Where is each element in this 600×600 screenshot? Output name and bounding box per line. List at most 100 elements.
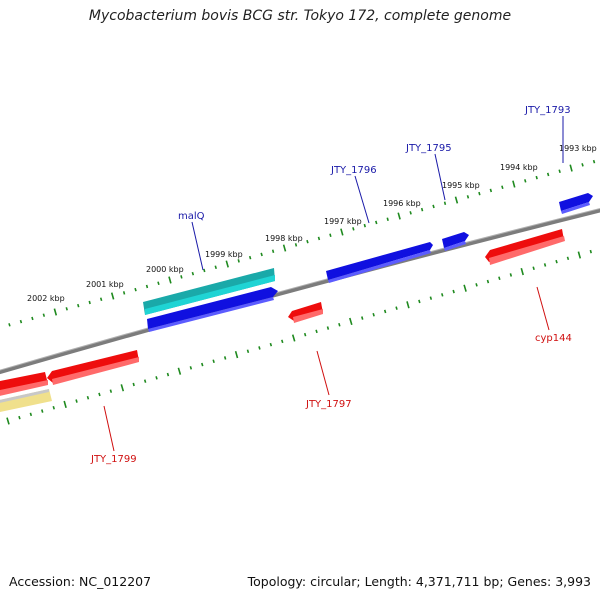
minor-tick [361,316,364,320]
major-tick [63,400,67,409]
minor-tick [420,207,424,212]
minor-tick [338,322,341,327]
major-tick [177,367,182,375]
genome-backbone [0,208,600,375]
minor-tick [180,275,183,279]
major-tick [454,196,459,204]
minor-tick [489,188,493,193]
major-tick [569,164,573,172]
minor-tick [352,227,355,231]
minor-tick [592,159,596,164]
minor-tick [203,268,206,273]
minor-tick [260,252,263,257]
minor-tick [271,249,275,253]
minor-tick [418,299,421,304]
minor-tick [281,339,284,344]
minor-tick [524,179,527,183]
minor-tick [546,172,550,177]
gene-jty-1795[interactable] [442,232,469,248]
kbp-label: 2001 kbp [86,280,124,289]
outer-tick-track [8,159,596,327]
minor-tick [294,243,298,247]
minor-tick [65,307,68,311]
major-tick [520,267,524,276]
minor-tick [475,283,478,287]
minor-tick [443,201,447,205]
minor-tick [155,376,158,380]
gene-label-malq: malQ [178,211,205,222]
minor-tick [223,356,227,360]
accession-text: Accession: NC_012207 [9,574,152,589]
reverse-genes [0,229,565,396]
minor-tick [237,259,240,263]
minor-tick [143,379,147,383]
minor-tick [375,220,378,225]
minor-tick [478,191,481,196]
major-tick [340,228,344,236]
kbp-label: 1998 kbp [265,234,303,243]
major-tick [291,334,296,342]
minor-tick [486,279,490,284]
minor-tick [258,346,261,350]
gene-jty-1793[interactable] [559,193,593,211]
major-tick [512,180,516,188]
gene-jty-1796[interactable] [326,242,433,280]
minor-tick [88,300,91,305]
minor-tick [501,185,504,190]
minor-tick [581,163,584,167]
label-leaders [103,116,564,452]
minor-tick [555,259,558,264]
minor-tick [41,409,44,413]
minor-tick [248,255,252,260]
genome-stats-text: Topology: circular; Length: 4,371,711 bp… [247,574,591,589]
minor-tick [52,405,55,410]
major-tick [463,284,467,292]
minor-tick [509,273,513,277]
kbp-label: 2002 kbp [27,294,65,303]
gene-label-cyp144: cyp144 [535,333,572,344]
major-tick [120,384,125,392]
minor-tick [75,399,78,403]
minor-tick [134,287,137,292]
minor-tick [395,306,398,310]
gene-label-jty-1797: JTY_1797 [305,399,352,410]
minor-tick [8,323,11,327]
minor-tick [452,289,455,294]
gene-forward-unlabeled[interactable] [147,287,278,329]
minor-tick [246,349,250,354]
minor-tick [19,319,23,324]
minor-tick [99,297,103,302]
gene-label-jty-1799: JTY_1799 [90,454,137,465]
major-tick [168,276,172,284]
rna-genes [143,268,275,315]
minor-tick [189,366,193,370]
minor-tick [31,316,34,321]
minor-tick [306,239,309,244]
major-tick [225,260,229,268]
minor-tick [214,265,217,270]
minor-tick [466,195,470,199]
forward-genes [147,193,593,332]
kbp-labels: 2002 kbp 2001 kbp 2000 kbp 1999 kbp 1998… [27,144,597,303]
minor-tick [326,326,330,330]
minor-tick [498,276,501,281]
gene-label-jty-1795: JTY_1795 [405,143,452,154]
minor-tick [558,169,561,174]
minor-tick [441,293,444,297]
minor-tick [432,204,435,209]
pseudo-genes [0,389,52,413]
major-tick [282,244,287,252]
minor-tick [535,175,538,180]
gene-label-jty-1793: JTY_1793 [524,105,571,116]
minor-tick [566,256,570,261]
minor-tick [109,389,113,393]
kbp-label: 1994 kbp [500,163,538,172]
kbp-label: 1997 kbp [324,217,362,226]
minor-tick [145,284,149,289]
minor-tick [98,392,101,397]
major-tick [53,308,58,316]
minor-tick [166,372,170,377]
gene-pseudo-edge[interactable] [0,389,52,413]
major-tick [577,251,582,259]
